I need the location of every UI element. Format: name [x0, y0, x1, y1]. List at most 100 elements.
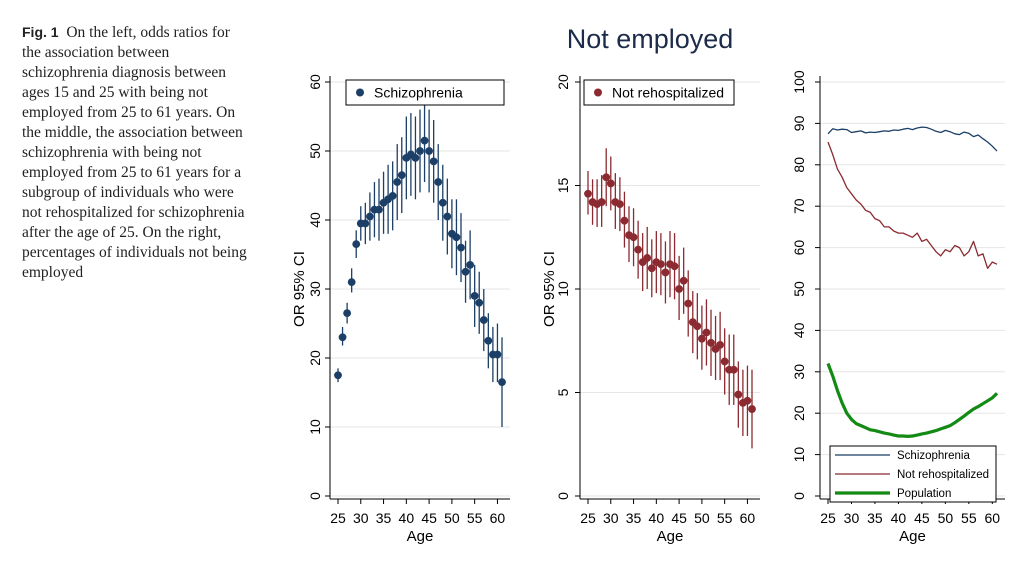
x-tick-label: 25 — [580, 510, 596, 526]
series-line — [827, 141, 998, 269]
x-tick-label: 45 — [914, 510, 930, 526]
data-point — [707, 338, 715, 347]
data-point — [361, 219, 370, 228]
x-tick-label: 50 — [694, 510, 710, 526]
x-tick-label: 45 — [671, 510, 687, 526]
y-tick-label: 80 — [791, 157, 807, 173]
data-point — [475, 298, 484, 307]
legend-box — [345, 79, 505, 106]
y-tick-label: 20 — [307, 350, 323, 366]
data-point — [452, 233, 461, 242]
y-tick-label: 60 — [791, 240, 807, 256]
x-tick-label: 60 — [985, 510, 1001, 526]
data-point — [375, 205, 383, 214]
data-point — [438, 198, 447, 207]
figure-title: Not employed — [567, 24, 734, 54]
data-point — [393, 178, 402, 186]
x-tick-label: 25 — [820, 510, 836, 526]
x-tick-label: 45 — [421, 510, 437, 526]
legend-marker — [356, 88, 364, 97]
data-point — [679, 276, 688, 285]
y-tick-label: 5 — [555, 388, 571, 396]
data-point — [493, 350, 502, 359]
legend-label: Not rehospitalized — [612, 85, 724, 101]
y-tick-label: 60 — [307, 74, 323, 90]
figure-caption: Fig. 1 On the left, odds ratios for the … — [22, 22, 247, 283]
y-tick-label: 50 — [307, 143, 323, 159]
y-tick-label: 90 — [791, 115, 807, 131]
data-point — [702, 328, 711, 337]
data-point — [420, 136, 429, 145]
data-point — [643, 254, 652, 262]
data-point — [720, 357, 729, 366]
data-point — [479, 316, 488, 324]
data-point — [748, 405, 756, 413]
data-point — [397, 171, 406, 180]
data-point — [716, 340, 725, 349]
panel-percentages: 0 10 20 30 40 50 60 70 80 90 100 25 30 35 40 45 50 55 60 Ag… — [791, 70, 1005, 545]
data-point — [670, 262, 679, 271]
legend-label: Population — [897, 488, 951, 500]
data-point — [343, 309, 352, 318]
y-axis-title: OR 95% CI — [541, 251, 558, 327]
data-point — [425, 147, 434, 155]
data-point — [457, 243, 465, 252]
data-point — [466, 260, 475, 269]
x-tick-label: 50 — [444, 510, 460, 526]
x-tick-label: 55 — [467, 510, 483, 526]
x-axis-title: Age — [657, 528, 684, 545]
data-point — [606, 179, 615, 188]
data-point — [443, 212, 452, 221]
data-point — [484, 336, 493, 345]
data-point — [597, 198, 606, 206]
x-tick-label: 55 — [717, 510, 733, 526]
y-tick-label: 40 — [307, 212, 323, 228]
x-tick-label: 60 — [490, 510, 506, 526]
data-point — [629, 233, 638, 242]
series-line — [827, 126, 998, 152]
data-point — [656, 260, 665, 269]
y-tick-label: 30 — [791, 364, 807, 380]
data-point — [602, 173, 611, 182]
y-tick-label: 15 — [555, 178, 571, 194]
x-axis-title: Age — [899, 528, 926, 545]
data-point — [684, 299, 693, 308]
y-tick-label: 20 — [555, 74, 571, 90]
x-tick-label: 25 — [330, 510, 346, 526]
x-tick-label: 30 — [844, 510, 860, 526]
y-tick-label: 10 — [791, 447, 807, 463]
panel-schizophrenia: 0 10 20 30 40 50 60 25 30 35 40 45 50 55 60 Age OR 95% C… — [291, 74, 510, 545]
data-point — [729, 365, 738, 374]
y-tick-label: 70 — [791, 198, 807, 214]
y-tick-label: 10 — [307, 419, 323, 435]
y-tick-label: 0 — [555, 492, 571, 500]
data-point — [434, 178, 443, 186]
data-point — [416, 147, 424, 155]
caption-text: On the left, odds ratios for the associa… — [22, 24, 247, 281]
x-tick-label: 35 — [867, 510, 883, 526]
y-tick-label: 10 — [555, 281, 571, 297]
y-tick-label: 0 — [307, 492, 323, 500]
data-point — [365, 212, 374, 221]
data-point — [429, 157, 438, 166]
data-point — [338, 333, 347, 342]
data-point — [634, 245, 643, 254]
data-point — [470, 292, 479, 300]
data-point — [388, 191, 397, 200]
data-point — [347, 278, 356, 286]
data-point — [352, 240, 361, 249]
legend-marker — [594, 88, 602, 97]
data-point — [675, 285, 684, 293]
y-tick-label: 30 — [307, 281, 323, 297]
data-point — [743, 396, 752, 405]
data-point — [461, 267, 470, 276]
panel-not-rehospitalized: 0 5 10 15 20 25 30 35 40 45 50 55 60 Age OR 95% CI Not … — [541, 74, 760, 545]
x-tick-label: 40 — [649, 510, 665, 526]
x-tick-label: 30 — [353, 510, 369, 526]
legend-label: Schizophrenia — [897, 450, 970, 462]
x-tick-label: 35 — [626, 510, 642, 526]
y-axis-title: OR 95% CI — [291, 251, 308, 327]
x-tick-label: 40 — [891, 510, 907, 526]
data-point — [620, 216, 629, 225]
